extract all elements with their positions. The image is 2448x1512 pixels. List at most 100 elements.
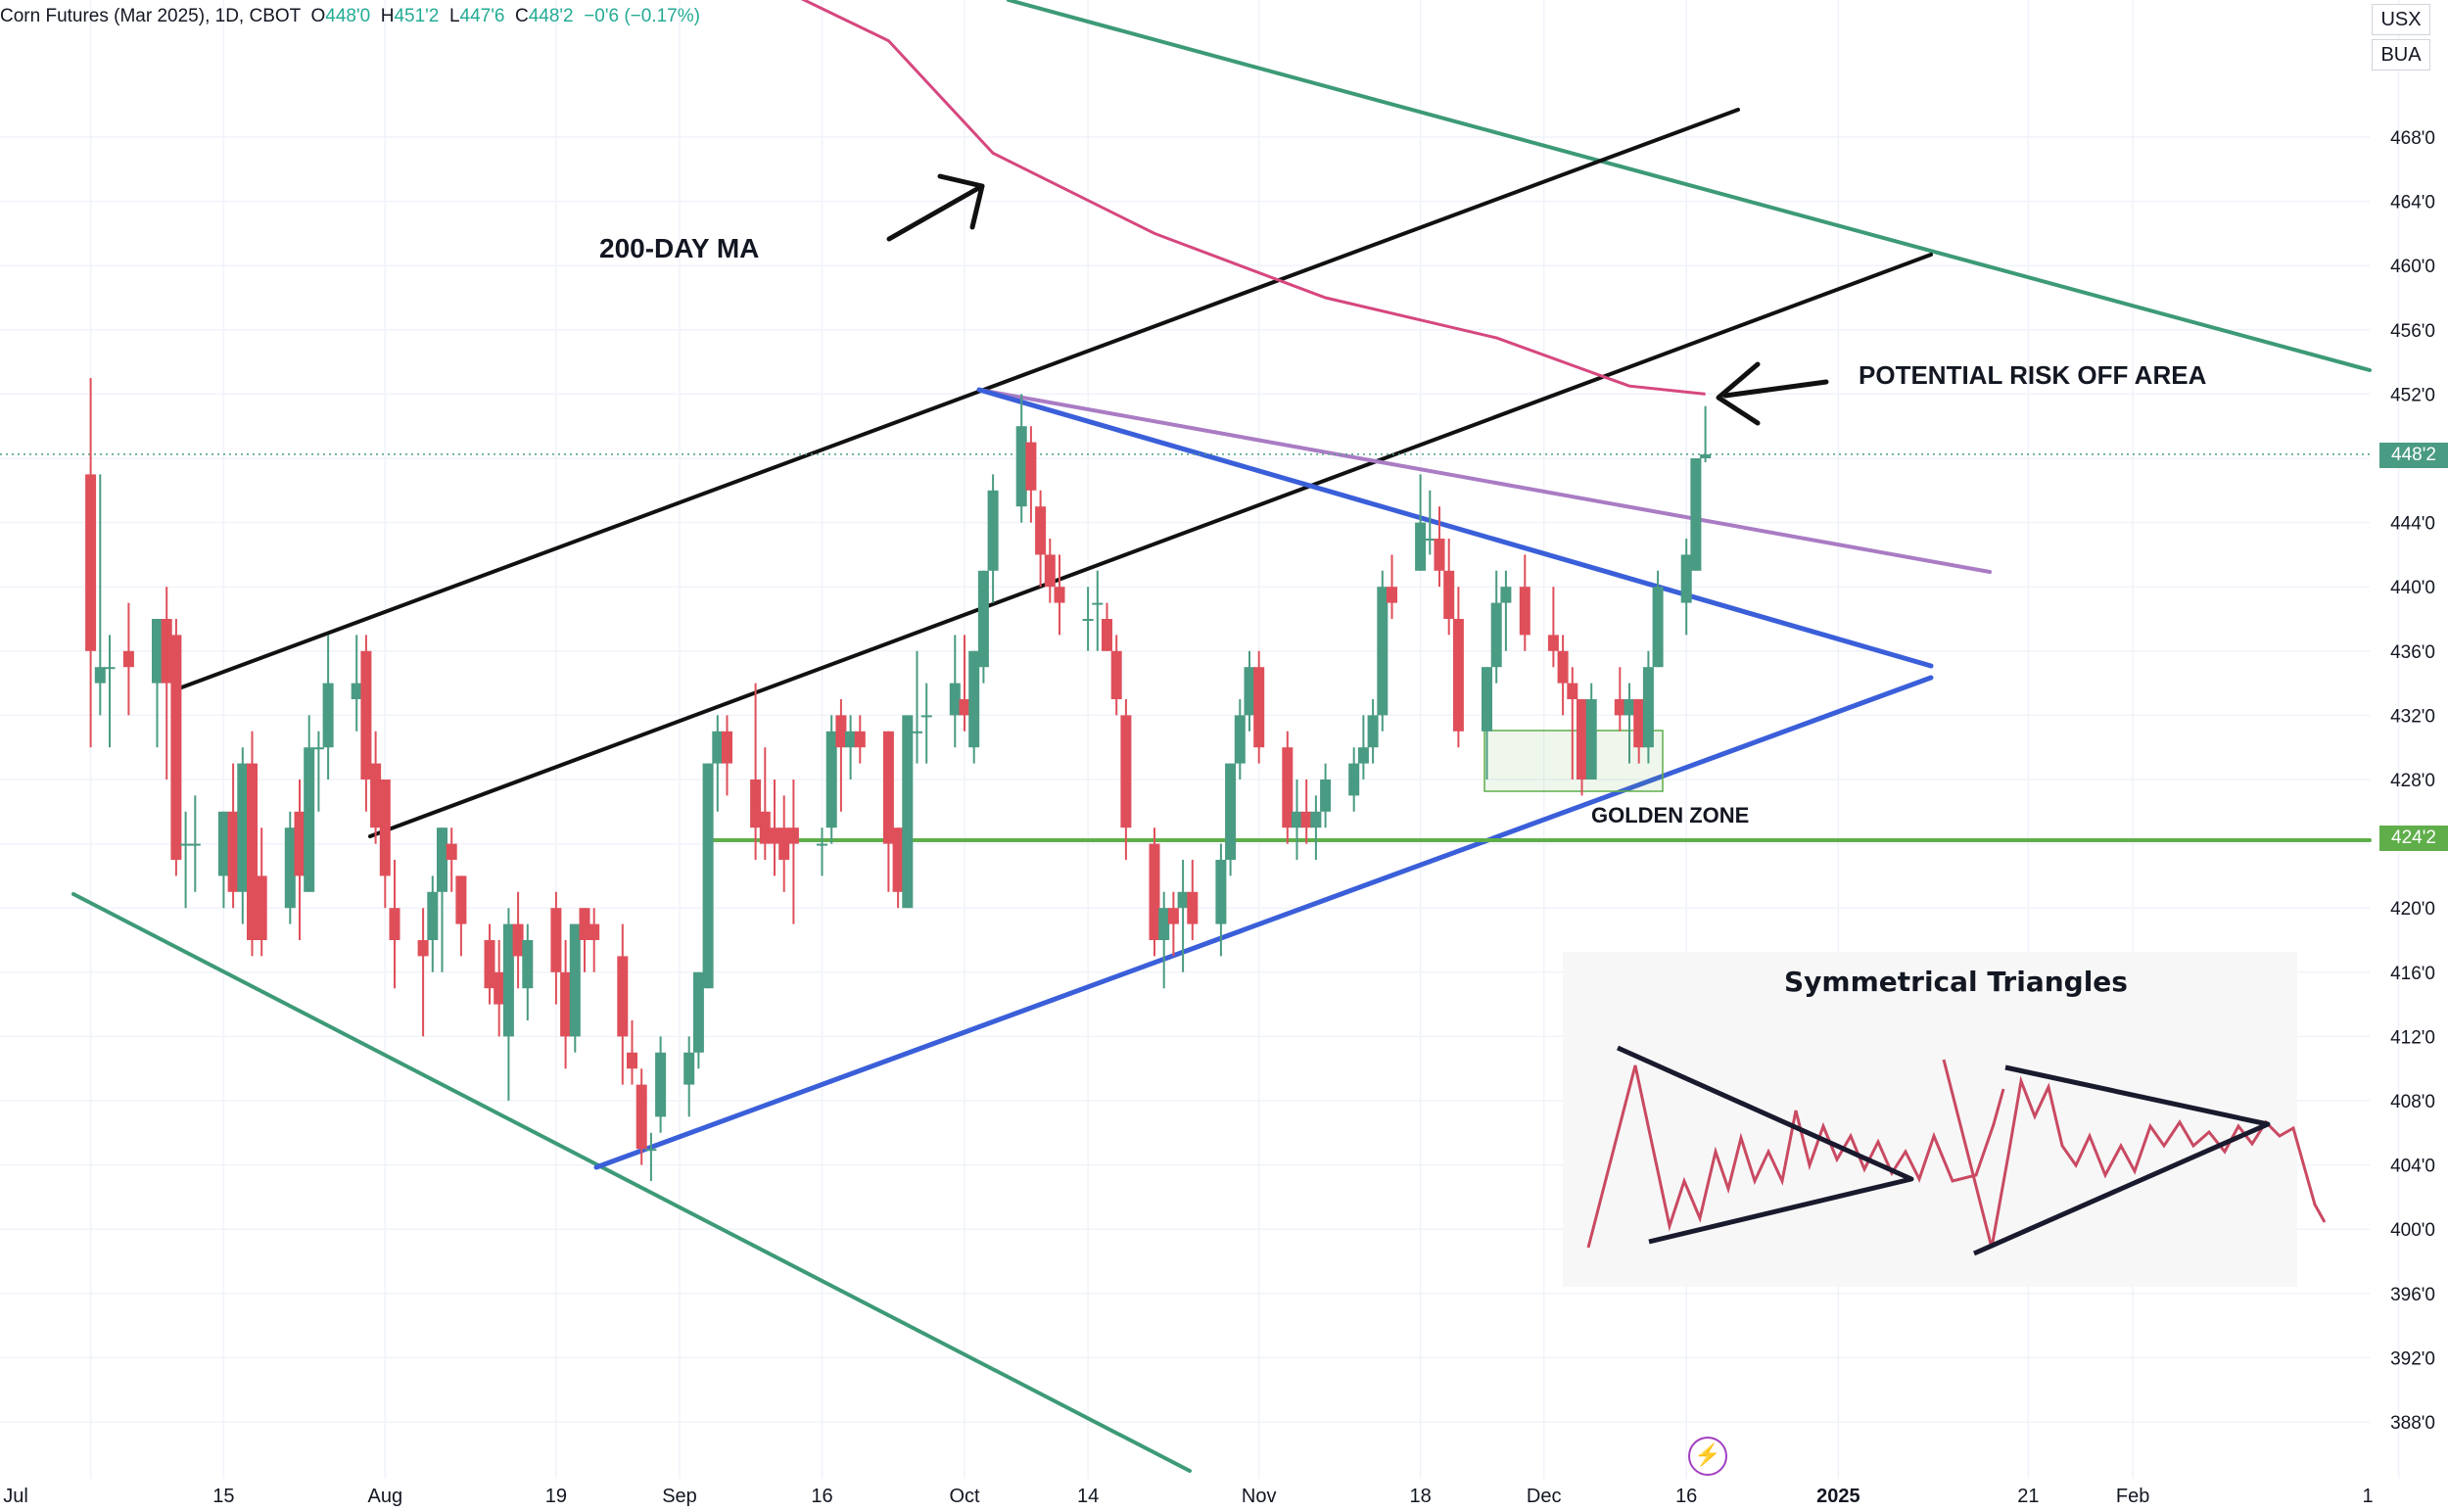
price-tick-label: 420'0 — [2390, 899, 2435, 920]
time-tick-label: Jul — [3, 1486, 28, 1507]
price-tick-label: 392'0 — [2390, 1348, 2435, 1369]
blue-triangle-upper-line — [976, 387, 1934, 669]
candle-body — [712, 731, 724, 764]
candle-body — [778, 827, 790, 860]
candle-body — [1633, 699, 1645, 748]
candle-body — [1167, 908, 1179, 924]
candle-body — [845, 731, 857, 748]
candle-body — [1452, 619, 1464, 732]
candle-body — [1434, 539, 1445, 571]
candle-body — [835, 715, 847, 748]
symbol-header: Corn Futures (Mar 2025), 1D, CBOT O448'0… — [0, 6, 700, 27]
candle-body — [1215, 860, 1227, 924]
price-tick-label: 412'0 — [2390, 1027, 2435, 1048]
candle-body — [977, 570, 989, 668]
risk-off-label: POTENTIAL RISK OFF AREA — [1859, 360, 2207, 390]
candle-body — [170, 635, 182, 860]
candle-body — [750, 780, 762, 828]
candle-body — [427, 891, 439, 940]
time-tick-label: 1 — [2362, 1486, 2373, 1507]
candle-body — [256, 875, 267, 940]
price-tick-label: 408'0 — [2390, 1092, 2435, 1112]
inset-title: Symmetrical Triangles — [1784, 966, 2128, 998]
candle-body — [892, 827, 904, 892]
high-value: 451'2 — [394, 6, 440, 26]
inset-price-path-left — [1586, 1064, 2005, 1249]
candle-body — [987, 490, 999, 571]
candle-body — [920, 715, 932, 718]
candle-body — [484, 940, 495, 989]
candle-body — [569, 923, 581, 1037]
support-price-tag: 424'2 — [2379, 826, 2448, 851]
tradingview-logo-icon[interactable]: ⚡ — [1688, 1437, 1727, 1476]
candle-body — [1234, 715, 1246, 764]
candle-body — [1415, 522, 1427, 571]
candle-body — [104, 667, 116, 670]
inset-triangle-left — [1616, 1045, 1914, 1245]
currency-unit-bua[interactable]: BUA — [2372, 39, 2430, 71]
candle-body — [1700, 453, 1712, 458]
candle-body — [237, 763, 249, 892]
candle-body — [1490, 602, 1502, 668]
candle-body — [617, 956, 629, 1037]
ma-arrow-head-icon — [937, 173, 985, 230]
price-tick-label: 452'0 — [2390, 385, 2435, 405]
candle-body — [1035, 506, 1047, 555]
price-tick-label: 468'0 — [2390, 128, 2435, 149]
price-tick-label: 440'0 — [2390, 578, 2435, 598]
candle-body — [502, 923, 514, 1037]
candle-body — [787, 827, 799, 844]
symbol-name: Corn Futures (Mar 2025), 1D, CBOT — [0, 6, 301, 26]
candle-body — [217, 811, 229, 876]
time-tick-label: 16 — [811, 1486, 832, 1507]
candle-body — [1377, 587, 1389, 716]
time-tick-label: 18 — [1409, 1486, 1431, 1507]
time-tick-label: Dec — [1527, 1486, 1562, 1507]
time-axis[interactable]: Jul 15 Aug 19 Sep 16 Oct 14 Nov 18 Dec 16 2025 21 Feb 1 — [3, 1486, 2373, 1507]
purple-resistance-line — [977, 388, 1992, 574]
price-axis[interactable]: 388'0 392'0 396'0 400'0 404'0 408'0 412'0 416'0… — [2390, 128, 2435, 1434]
time-tick-label: Oct — [949, 1486, 980, 1507]
candle-body — [588, 923, 600, 940]
price-tick-label: 396'0 — [2390, 1285, 2435, 1305]
candle-body — [351, 683, 362, 699]
chart-grid — [0, 0, 2400, 1479]
candle-body — [1652, 587, 1664, 668]
change-value: −0'6 (−0.17%) — [584, 6, 700, 26]
time-tick-label: 21 — [2017, 1486, 2039, 1507]
candle-body — [417, 940, 429, 957]
currency-unit-usx[interactable]: USX — [2372, 4, 2430, 35]
candle-body — [655, 1052, 667, 1117]
close-value: 448'2 — [528, 6, 574, 26]
time-tick-label: 16 — [1675, 1486, 1697, 1507]
time-tick-label: 2025 — [1816, 1486, 1860, 1507]
candle-body — [360, 650, 372, 780]
open-label: O — [310, 6, 326, 26]
trendlines — [0, 0, 2372, 1473]
candle-body — [1054, 587, 1065, 603]
time-tick-label: 19 — [545, 1486, 567, 1507]
candle-body — [769, 827, 780, 844]
candle-body — [1187, 891, 1199, 924]
price-tick-label: 388'0 — [2390, 1413, 2435, 1434]
candle-body — [1044, 554, 1056, 588]
price-tick-label: 460'0 — [2390, 257, 2435, 277]
candle-body — [1557, 650, 1569, 684]
candle-body — [1253, 667, 1265, 748]
candle-body — [1292, 811, 1302, 828]
candle-body — [189, 843, 201, 846]
price-tick-label: 416'0 — [2390, 964, 2435, 984]
candle-body — [1547, 635, 1559, 651]
candle-body — [1424, 539, 1436, 541]
candle-body — [512, 923, 524, 957]
candle-body — [1614, 699, 1625, 716]
candle-body — [379, 780, 391, 876]
candle-body — [1624, 699, 1635, 716]
candle-body — [817, 843, 827, 846]
candle-body — [85, 474, 97, 651]
symmetrical-triangles-inset — [1563, 952, 2327, 1287]
candle-body — [1357, 747, 1369, 764]
candle-body — [284, 827, 296, 909]
candle-body — [1348, 763, 1360, 796]
